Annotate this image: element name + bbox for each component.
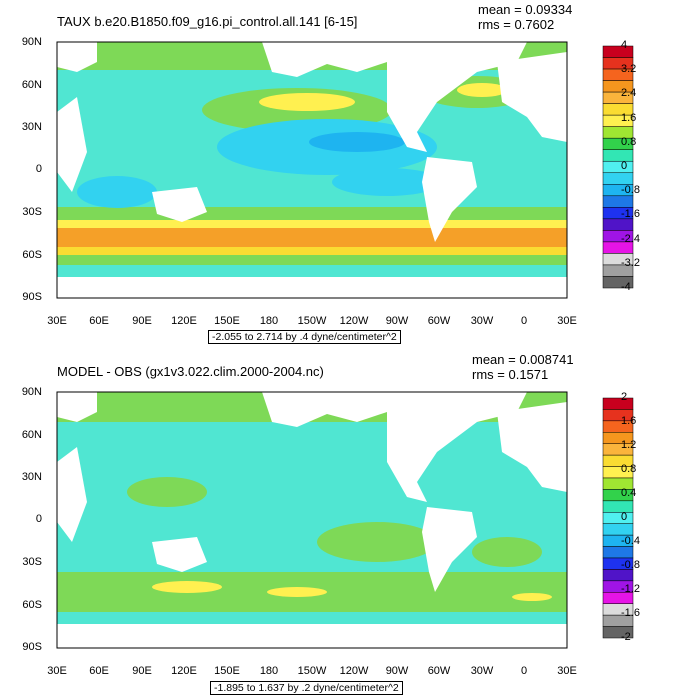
lon-label: 60E: [89, 315, 109, 327]
colorbar-tick-label: 2.4: [621, 87, 637, 100]
rms-value: rms = 0.1571: [472, 367, 549, 382]
mean-value: mean = 0.09334: [478, 2, 573, 17]
lon-label: 150E: [214, 315, 240, 327]
lat-label: 60N: [21, 429, 42, 441]
lon-label: 120W: [339, 665, 369, 677]
lon-label: 90W: [385, 665, 409, 677]
lon-label: 60W: [427, 665, 451, 677]
lon-label: 180: [259, 665, 279, 677]
lat-label: 60S: [22, 249, 42, 261]
lat-label: 60S: [22, 599, 42, 611]
colorbar-tick-label: 1.6: [621, 111, 637, 124]
panel-title: MODEL - OBS (gx1v3.022.clim.2000-2004.nc…: [57, 364, 324, 379]
colorbar-tick-label: -2.4: [621, 232, 640, 245]
colorbar-tick-label: -0.4: [621, 535, 640, 547]
colorbar-swatch: [602, 569, 634, 582]
lon-label: 150W: [297, 665, 327, 677]
colorbar-tick-label: 4: [621, 39, 628, 51]
colorbar-tick-label: 0.8: [621, 463, 637, 475]
lat-label: 30S: [22, 556, 42, 568]
lat-label: 90S: [22, 641, 42, 653]
colorbar-swatch: [602, 397, 634, 410]
colorbar-swatch: [602, 500, 634, 513]
contour-info: -2.055 to 2.714 by .4 dyne/centimeter^2: [208, 330, 401, 344]
lat-label: 0: [35, 163, 42, 175]
colorbar-swatch: [602, 149, 634, 162]
lon-label: 0: [520, 665, 528, 677]
lon-label: 90E: [132, 315, 152, 327]
lon-label: 30E: [47, 665, 67, 677]
colorbar-tick-label: 1.6: [621, 415, 637, 427]
lon-label: 30E: [47, 315, 67, 327]
colorbar-top: [602, 45, 634, 289]
lon-label: 0: [520, 315, 528, 327]
colorbar-swatch: [602, 195, 634, 208]
map-top: [56, 41, 568, 299]
colorbar-tick-label: -1.6: [621, 607, 640, 619]
colorbar-swatch: [602, 523, 634, 536]
colorbar-swatch: [602, 626, 634, 639]
lat-label: 90N: [21, 386, 42, 398]
lat-label: 30N: [21, 121, 42, 133]
colorbar-swatch: [602, 160, 634, 174]
lat-label: 90S: [22, 291, 42, 303]
lon-label: 30W: [470, 665, 494, 677]
lon-label: 120E: [171, 315, 197, 327]
contour-info: -1.895 to 1.637 by .2 dyne/centimeter^2: [210, 681, 403, 695]
colorbar-tick-label: 0.4: [621, 487, 637, 499]
colorbar-tick-label: 2: [621, 391, 628, 403]
lon-label: 120W: [339, 315, 369, 327]
colorbar-tick-label: -0.8: [621, 184, 640, 197]
lon-label: 60E: [89, 665, 109, 677]
colorbar-swatch: [602, 546, 634, 559]
colorbar-swatch: [602, 276, 634, 289]
colorbar-swatch: [602, 512, 634, 524]
colorbar-tick-label: -1.6: [621, 208, 640, 221]
colorbar-tick-label: 1.2: [621, 439, 637, 451]
lon-label: 90W: [385, 315, 409, 327]
lon-label: 120E: [171, 665, 197, 677]
map-bottom: [56, 391, 568, 649]
lat-label: 0: [35, 513, 42, 525]
colorbar-swatch: [602, 45, 634, 58]
lat-label: 60N: [21, 79, 42, 91]
colorbar-tick-label: -3.2: [621, 256, 640, 269]
colorbar-swatch: [602, 218, 634, 231]
lon-label: 150W: [297, 315, 327, 327]
lat-label: 90N: [21, 36, 42, 48]
colorbar-tick-label: -4: [621, 281, 631, 293]
colorbar-tick-label: 0.8: [621, 135, 637, 148]
lon-label: 150E: [214, 665, 240, 677]
colorbar-tick-label: -2: [621, 631, 631, 643]
colorbar-swatch: [602, 172, 634, 185]
colorbar-tick-label: 0: [621, 160, 628, 172]
lon-label: 60W: [427, 315, 451, 327]
lon-label: 90E: [132, 665, 152, 677]
panel-title: TAUX b.e20.B1850.f09_g16.pi_control.all.…: [57, 14, 358, 29]
lon-label: 30E: [557, 665, 577, 677]
colorbar-tick-label: -1.2: [621, 583, 640, 595]
colorbar-tick-label: -0.8: [621, 559, 640, 571]
colorbar-tick-label: 0: [621, 511, 628, 523]
lon-label: 30W: [470, 315, 494, 327]
colorbar-bottom: [602, 397, 634, 639]
mean-value: mean = 0.008741: [472, 352, 574, 367]
lon-label: 30E: [557, 315, 577, 327]
lat-label: 30N: [21, 471, 42, 483]
rms-value: rms = 0.7602: [478, 17, 555, 32]
lon-label: 180: [259, 315, 279, 327]
colorbar-tick-label: 3.2: [621, 63, 637, 76]
lat-label: 30S: [22, 206, 42, 218]
